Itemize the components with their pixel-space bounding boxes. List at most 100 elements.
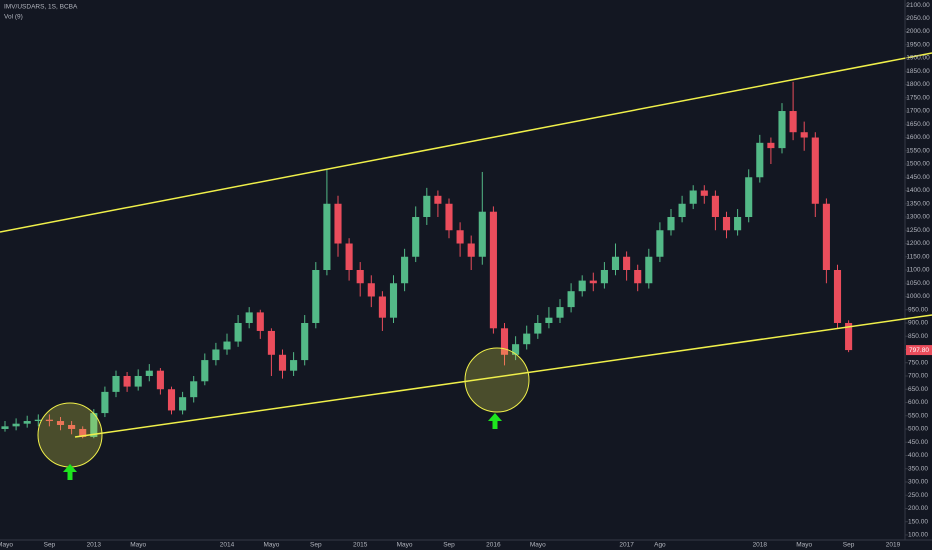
candle-body	[123, 375, 131, 387]
y-tick-label: 1950.00	[906, 41, 930, 48]
x-tick-label: 2016	[486, 542, 501, 549]
x-tick-label: Mayo	[263, 542, 279, 549]
x-tick-label: Sep	[443, 542, 455, 549]
y-tick-label: 150.00	[908, 518, 928, 525]
indicator-label: Vol (9)	[4, 14, 23, 21]
candle-body	[734, 217, 742, 231]
y-tick-label: 1100.00	[906, 267, 929, 274]
x-tick-label: 2018	[753, 542, 768, 549]
y-tick-label: 450.00	[908, 439, 928, 446]
candle-body	[278, 354, 287, 371]
candle-body	[478, 211, 486, 257]
candle-body	[722, 217, 731, 231]
candle-body	[112, 375, 120, 392]
candle-body	[212, 349, 220, 361]
x-tick-label: 2013	[87, 542, 102, 549]
y-tick-label: 850.00	[908, 333, 928, 340]
chart-title: IMV/USDARS, 1S, BCBA	[4, 4, 78, 11]
y-tick-label: 1600.00	[906, 134, 930, 141]
x-tick-label: Sep	[843, 542, 855, 549]
y-tick-label: 650.00	[908, 386, 928, 393]
candle-body	[234, 322, 242, 342]
candle-body	[167, 389, 176, 411]
candle-body	[623, 256, 631, 270]
candle-body	[56, 421, 65, 426]
candle-body	[845, 322, 853, 351]
x-tick-label: 2015	[353, 542, 368, 549]
x-tick-label: Mayo	[0, 542, 13, 549]
y-tick-label: 750.00	[908, 359, 928, 366]
candle-body	[634, 270, 642, 284]
candles	[1, 81, 853, 439]
candle-body	[767, 142, 775, 149]
candle-body	[201, 360, 209, 382]
candle-body	[567, 291, 575, 308]
candle-body	[745, 177, 753, 218]
candle-body	[356, 270, 364, 284]
highlight-circle	[464, 347, 530, 413]
candle-body	[800, 132, 808, 138]
candle-body	[389, 283, 398, 318]
y-tick-label: 1150.00	[906, 253, 929, 260]
y-tick-label: 200.00	[908, 505, 928, 512]
candle-body	[245, 312, 253, 323]
y-tick-label: 1900.00	[906, 55, 930, 62]
candle-body	[534, 322, 542, 334]
candle-body	[267, 330, 275, 355]
candle-body	[423, 195, 431, 218]
y-tick-label: 550.00	[908, 412, 928, 419]
y-tick-label: 300.00	[908, 479, 928, 486]
y-tick-label: 600.00	[908, 399, 928, 406]
y-tick-label: 950.00	[908, 306, 928, 313]
candle-body	[600, 270, 608, 284]
x-tick-label: Mayo	[796, 542, 812, 549]
candle-body	[101, 391, 109, 414]
candle-body	[822, 203, 830, 270]
y-tick-label: 2050.00	[906, 15, 930, 22]
candle-body	[301, 322, 309, 361]
y-tick-label: 1450.00	[906, 174, 930, 181]
candle-body	[156, 370, 164, 390]
y-tick-label: 250.00	[908, 492, 928, 499]
up-arrow	[488, 413, 502, 429]
y-tick-label: 1000.00	[906, 293, 930, 300]
candle-body	[323, 203, 331, 270]
highlight-circle	[37, 402, 103, 468]
candle-body	[589, 280, 597, 284]
x-tick-label: 2014	[220, 542, 235, 549]
candle-body	[833, 270, 842, 323]
candle-body	[1, 426, 9, 429]
candle-body	[223, 341, 231, 350]
x-tick-label: 2019	[886, 542, 901, 549]
candle-body	[545, 317, 553, 323]
candle-body	[12, 423, 20, 427]
candle-body	[134, 375, 142, 387]
x-tick-label: Sep	[44, 542, 56, 549]
candle-body	[656, 230, 664, 257]
candle-body	[290, 360, 298, 371]
upper-channel	[0, 52, 932, 233]
candle-body	[434, 195, 442, 204]
y-tick-label: 2100.00	[906, 2, 930, 9]
candle-body	[711, 195, 719, 218]
y-tick-label: 900.00	[908, 320, 928, 327]
candle-body	[345, 243, 353, 270]
candle-body	[367, 283, 375, 297]
candle-body	[90, 413, 98, 437]
y-tick-label: 1400.00	[906, 187, 930, 194]
candle-body	[334, 203, 342, 244]
candle-body	[79, 428, 87, 437]
candle-body	[145, 370, 153, 376]
y-tick-label: 1050.00	[906, 280, 930, 287]
y-tick-label: 1700.00	[906, 108, 930, 115]
candle-body	[190, 381, 198, 398]
candle-body	[456, 230, 464, 244]
candle-body	[523, 333, 531, 345]
candle-body	[401, 256, 409, 284]
candle-body	[312, 270, 320, 323]
candle-body	[467, 243, 475, 257]
candle-body	[556, 307, 564, 318]
candle-body	[445, 203, 453, 231]
y-tick-label: 1500.00	[906, 161, 930, 168]
